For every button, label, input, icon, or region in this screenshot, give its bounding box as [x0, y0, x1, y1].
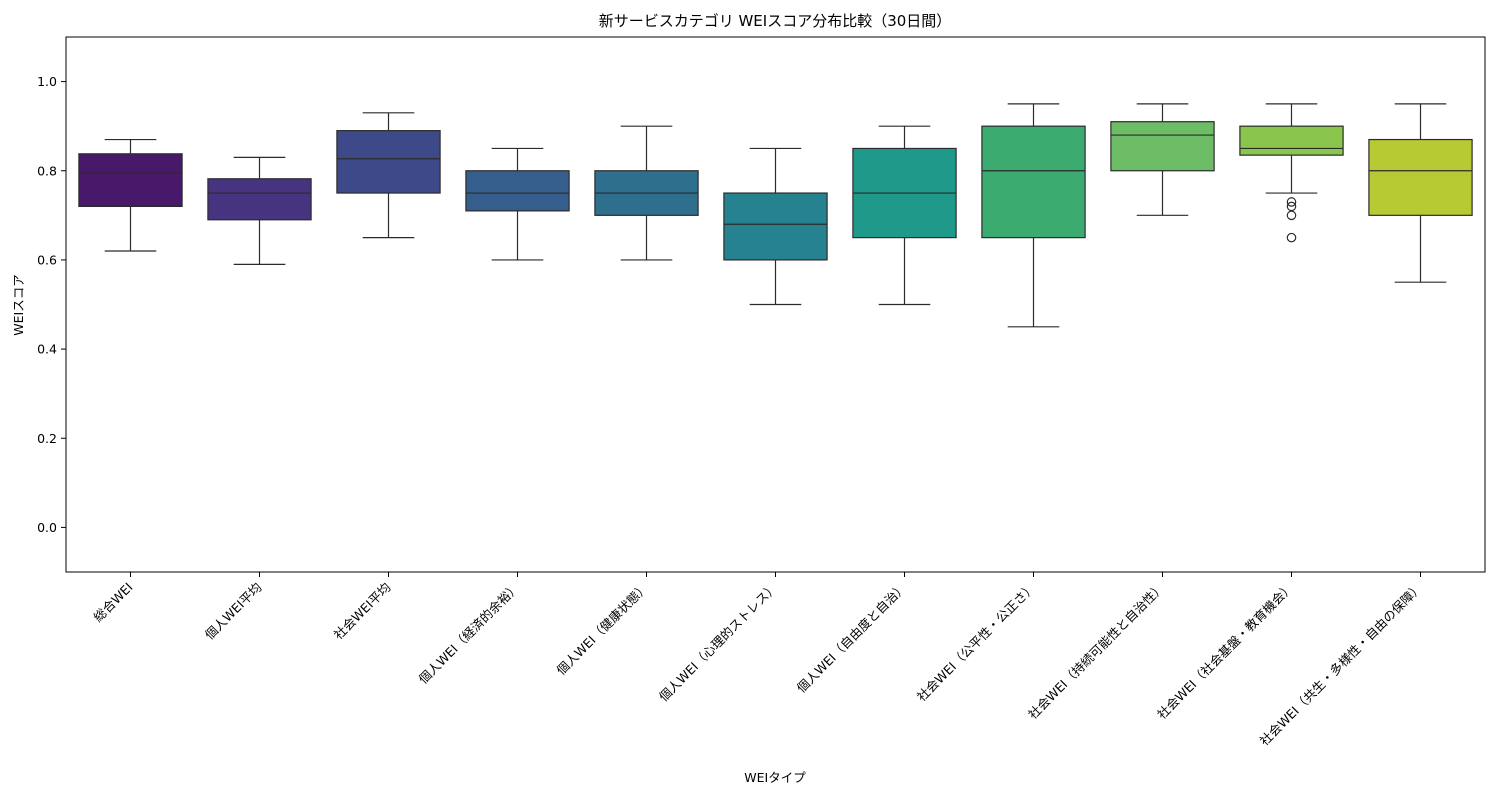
x-tick-label: 社会WEI平均 — [331, 580, 394, 643]
box-body — [1110, 121, 1215, 172]
box-body — [1368, 138, 1473, 216]
outlier-point — [1286, 210, 1297, 221]
box-group — [1368, 103, 1473, 283]
box-body — [78, 153, 183, 208]
x-tick-label: 個人WEI（経済的余裕） — [416, 580, 523, 687]
y-tick-label: 0.0 — [37, 520, 57, 535]
box-group — [723, 147, 828, 306]
outlier-point — [1286, 197, 1297, 207]
chart-title: 新サービスカテゴリ WEIスコア分布比較（30日間） — [599, 12, 952, 30]
box-body — [1239, 125, 1344, 156]
outlier-point — [1286, 232, 1297, 243]
x-tick-label: 社会WEI（持続可能性と自治性） — [1025, 580, 1167, 722]
y-tick-label: 0.8 — [37, 163, 57, 178]
box-group — [594, 125, 699, 261]
x-tick-label: 社会WEI（共生・多様性・自由の保障） — [1257, 580, 1426, 749]
x-tick-label: 社会WEI（公平性・公正さ） — [914, 580, 1039, 705]
x-tick-label: 個人WEI（心理的ストレス） — [656, 580, 781, 705]
box-body — [465, 170, 570, 212]
box-group — [207, 156, 312, 265]
x-tick-label: 個人WEI平均 — [202, 580, 265, 643]
x-tick-label: 総合WEI — [90, 580, 135, 625]
box-body — [723, 192, 828, 261]
box-group — [1239, 103, 1344, 243]
box-group — [852, 125, 957, 306]
box-group — [1110, 103, 1215, 216]
y-tick-label: 0.4 — [37, 342, 57, 357]
box-group — [465, 147, 570, 261]
box-body — [207, 178, 312, 221]
x-axis: 総合WEI 個人WEI平均 社会WEI平均 個人WEI（経済的余裕） 個人WEI（健康状… — [90, 572, 1426, 749]
box-group — [78, 138, 183, 252]
y-tick-label: 0.6 — [37, 252, 57, 267]
x-axis-label: WEIタイプ — [744, 770, 806, 785]
box-body — [336, 130, 441, 194]
plot-area — [78, 103, 1473, 328]
box-body — [981, 125, 1086, 239]
y-axis: 0.0 0.2 0.4 0.6 0.8 1.0 — [37, 74, 66, 535]
box-group — [336, 112, 441, 239]
y-tick-label: 1.0 — [37, 74, 57, 89]
x-tick-label: 個人WEI（自由度と自治） — [794, 580, 910, 696]
y-axis-label: WEIスコア — [11, 274, 26, 335]
x-tick-label: 個人WEI（健康状態） — [553, 580, 651, 678]
box-group — [981, 103, 1086, 328]
x-tick-label: 社会WEI（社会基盤・教育機会） — [1154, 580, 1296, 722]
y-tick-label: 0.2 — [37, 431, 57, 446]
